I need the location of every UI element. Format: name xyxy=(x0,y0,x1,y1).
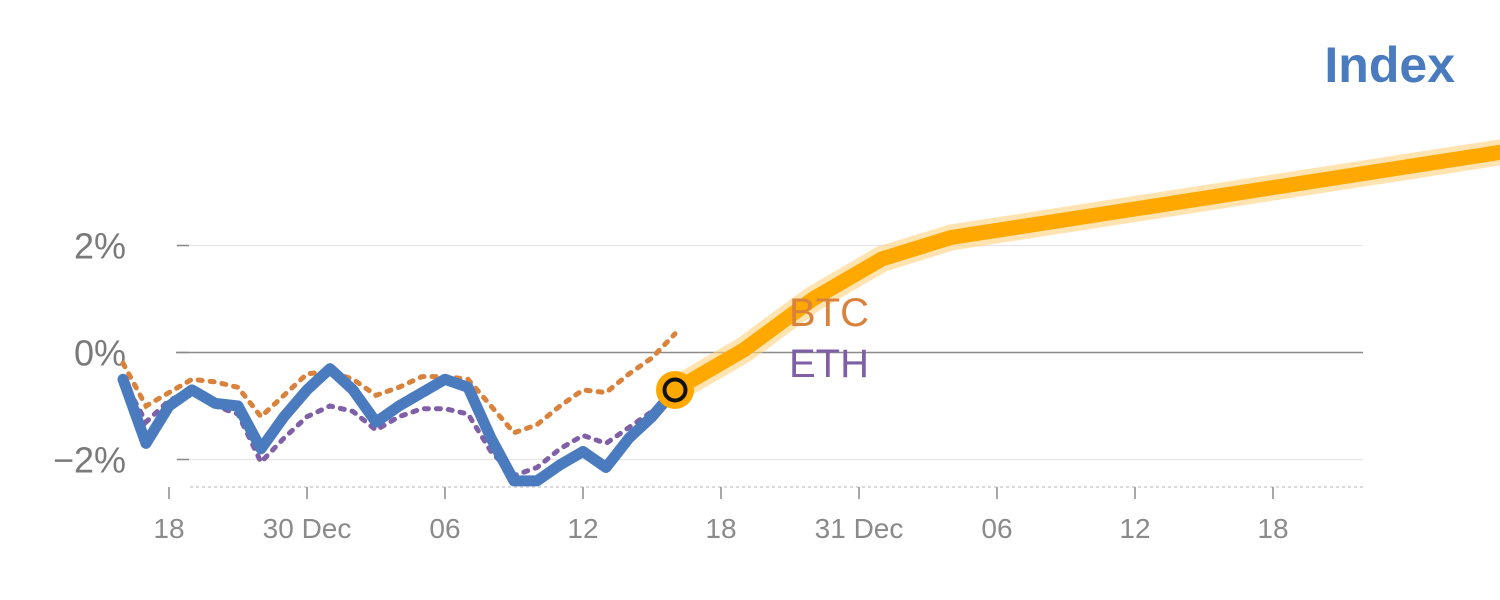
x-tick-label: 18 xyxy=(153,513,184,544)
x-tick-label: 06 xyxy=(429,513,460,544)
x-tick-label: 31 Dec xyxy=(815,513,904,544)
chart-title: Index xyxy=(1324,37,1455,93)
x-tick-label: 18 xyxy=(705,513,736,544)
x-tick-label: 12 xyxy=(1119,513,1150,544)
btc-label: BTC xyxy=(789,291,869,335)
x-tick-label: 30 Dec xyxy=(263,513,352,544)
index-line xyxy=(117,363,681,487)
y-tick-label: 0% xyxy=(74,333,126,374)
eth-label: ETH xyxy=(789,342,869,386)
y-tick-label: 2% xyxy=(74,226,126,267)
current-marker xyxy=(662,377,688,403)
y-tick-label: −2% xyxy=(53,440,126,481)
btc-line xyxy=(120,331,678,436)
x-tick-label: 18 xyxy=(1257,513,1288,544)
forecast-line xyxy=(667,144,1500,398)
current-marker-outer xyxy=(656,370,694,409)
x-tick-label: 06 xyxy=(981,513,1012,544)
x-tick-label: 12 xyxy=(567,513,598,544)
